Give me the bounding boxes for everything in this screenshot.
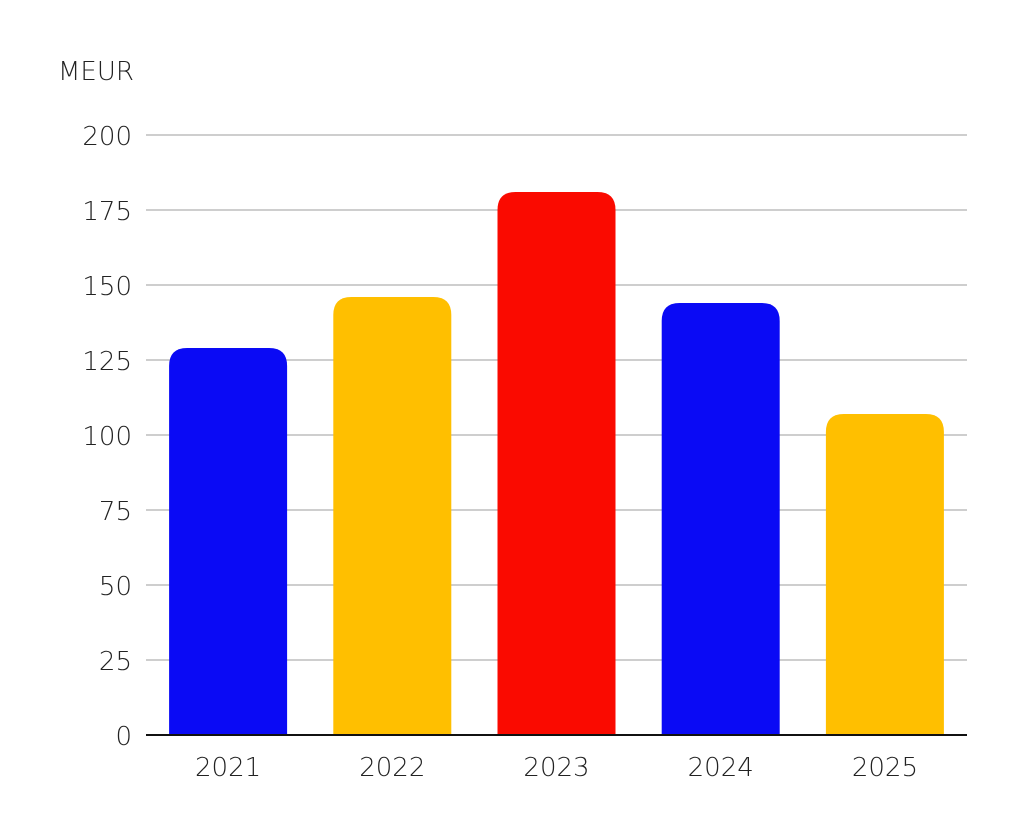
x-tick-label: 2022 <box>359 753 425 783</box>
y-tick-label: 125 <box>82 347 132 377</box>
y-tick-label: 150 <box>82 272 132 302</box>
y-tick-label: 100 <box>82 422 132 452</box>
y-tick-label: 50 <box>99 572 132 602</box>
y-tick-label: 25 <box>99 647 132 677</box>
x-tick-label: 2021 <box>195 753 261 783</box>
x-axis-tick-labels: 2021 2022 2023 2024 2025 <box>195 753 918 783</box>
bars <box>169 192 944 735</box>
x-tick-label: 2025 <box>852 753 918 783</box>
bar-2022 <box>333 297 452 735</box>
bar-2023 <box>497 192 616 735</box>
bar-2021 <box>169 348 288 735</box>
y-tick-label: 75 <box>99 497 132 527</box>
y-axis-tick-labels: 0 25 50 75 100 125 150 175 200 <box>82 122 132 752</box>
y-tick-label: 200 <box>82 122 132 152</box>
y-tick-label: 175 <box>82 197 132 227</box>
y-axis-unit-label: MEUR <box>58 57 134 87</box>
x-tick-label: 2023 <box>523 753 589 783</box>
bar-2024 <box>661 303 780 735</box>
y-tick-label: 0 <box>115 722 132 752</box>
x-tick-label: 2024 <box>688 753 754 783</box>
bar-2025 <box>825 414 944 735</box>
